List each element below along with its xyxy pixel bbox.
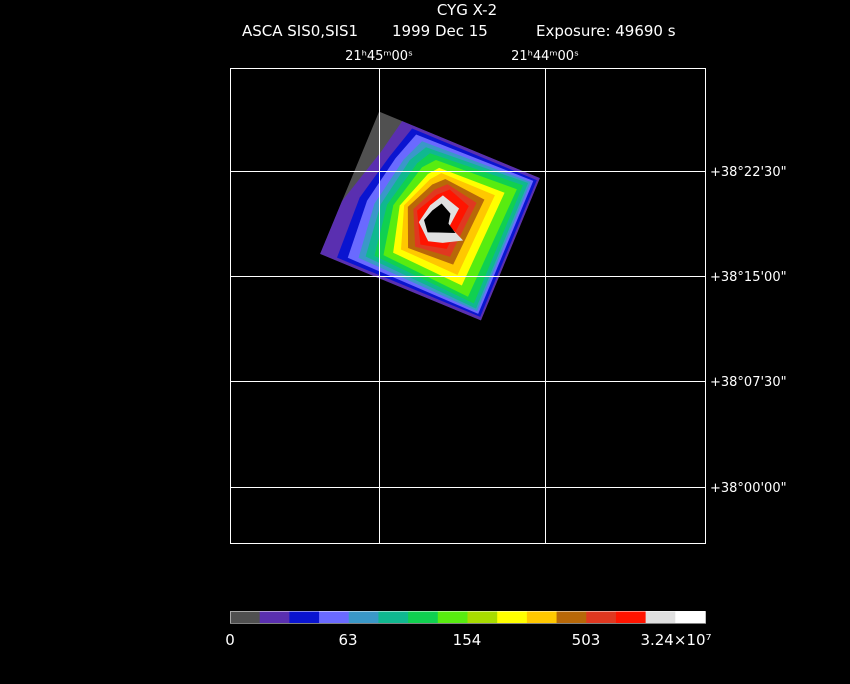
coordinate-grid: [230, 68, 706, 544]
colorbar-label: 503: [572, 631, 601, 649]
colorbar-label: 154: [453, 631, 482, 649]
colorbar-label: 0: [225, 631, 235, 649]
colorbar-segment: [615, 611, 647, 623]
ra-label: 21ʰ44ᵐ00ˢ: [511, 49, 579, 64]
date: 1999 Dec 15: [392, 22, 488, 40]
colorbar: 0 63 154 503 3.24×10⁷: [225, 611, 712, 649]
colorbar-segment: [230, 611, 261, 623]
colorbar-segment: [497, 611, 528, 623]
colorbar-segment: [319, 611, 350, 623]
colorbar-label: 63: [338, 631, 357, 649]
dec-label: +38°22'30": [710, 165, 787, 180]
dec-label: +38°15'00": [710, 270, 787, 285]
colorbar-label: 3.24×10⁷: [640, 631, 711, 649]
colorbar-segment: [437, 611, 468, 623]
dec-label: +38°00'00": [710, 481, 787, 496]
colorbar-segment: [467, 611, 498, 623]
colorbar-segment: [526, 611, 558, 623]
colorbar-segment: [289, 611, 320, 623]
colorbar-segment: [348, 611, 379, 623]
colorbar-segment: [586, 611, 617, 623]
title: CYG X-2: [437, 1, 497, 19]
exposure: Exposure: 49690 s: [536, 22, 676, 40]
colorbar-segment: [645, 611, 676, 623]
colorbar-segment: [408, 611, 439, 623]
colorbar-segment: [259, 611, 290, 623]
instrument: ASCA SIS0,SIS1: [242, 22, 358, 40]
colorbar-frame: [230, 611, 706, 624]
xray-image: [320, 111, 540, 321]
axis-labels: 21ʰ45ᵐ00ˢ 21ʰ44ᵐ00ˢ +38°22'30" +38°15'00" +3…: [345, 49, 787, 496]
colorbar-segment: [675, 611, 706, 623]
colorbar-segment: [378, 611, 409, 623]
dec-label: +38°07'30": [710, 375, 787, 390]
ra-label: 21ʰ45ᵐ00ˢ: [345, 49, 413, 64]
colorbar-segment: [556, 611, 587, 623]
